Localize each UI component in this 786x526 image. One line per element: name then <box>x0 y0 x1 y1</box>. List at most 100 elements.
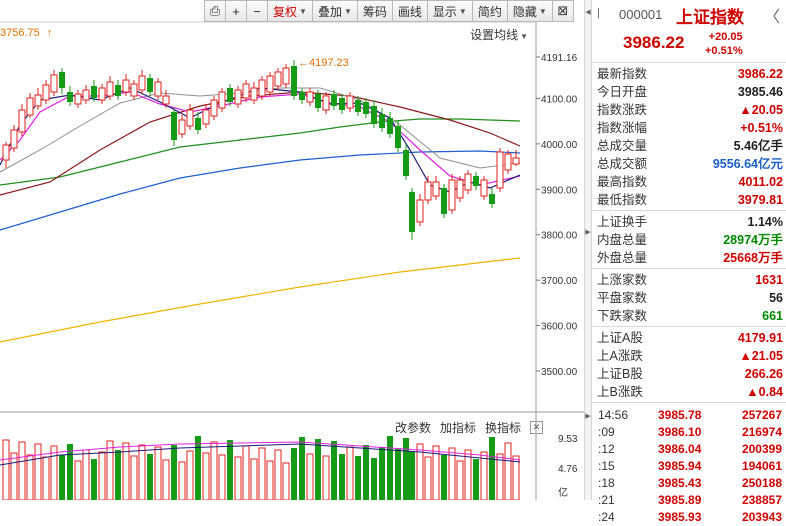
candle-body <box>379 114 385 128</box>
candle-body <box>315 94 321 108</box>
tick-time: :09 <box>598 425 615 439</box>
candle-body <box>274 71 282 87</box>
volume-bar <box>456 460 464 500</box>
candle-body <box>250 87 258 101</box>
quote-row: 总成交额 9556.64亿元 <box>592 155 786 173</box>
volume-bar <box>2 439 10 500</box>
quote-group-sub-index: 上证A股 4179.91 上A涨跌 ▲21.05 上证B股 266.26 上B涨跌 ▲0.84 <box>592 327 786 403</box>
volume-bar <box>395 449 401 500</box>
tick-row: :21 3985.89 238857 <box>592 492 786 509</box>
candle-body <box>122 79 130 93</box>
toolbar-button-6[interactable]: 画线 <box>391 0 428 22</box>
ma-settings-button[interactable]: 设置均线 ▼ <box>470 26 528 43</box>
toolbar-icon-1[interactable]: + <box>225 0 247 22</box>
candle-body <box>171 112 177 140</box>
candle-body <box>331 94 337 106</box>
quote-label: 上证B股 <box>597 367 643 381</box>
quote-panel: | 000001 上证指数 〈 3986.22 +20.05 +0.51% 最新… <box>592 0 786 524</box>
quote-row: 指数涨幅 +0.51% <box>592 119 786 137</box>
tick-price: 3985.78 <box>658 408 702 422</box>
toolbar-button-3[interactable]: 复权 ▼ <box>267 0 313 22</box>
y-tick-label: 3800.00 <box>541 231 578 242</box>
candle-body <box>464 173 472 191</box>
toolbar-icon-2[interactable]: − <box>246 0 268 22</box>
candle-body <box>50 74 58 93</box>
toolbar-label: 简约 <box>477 4 502 19</box>
candle-body <box>106 81 114 97</box>
candle-body <box>306 91 314 103</box>
volume-bar <box>98 451 106 500</box>
candle-body <box>432 181 440 197</box>
volume-bar <box>432 445 440 500</box>
volume-bar <box>464 449 472 500</box>
volume-bar <box>234 456 242 500</box>
toolbar-label: ⊠ <box>557 3 569 18</box>
quote-label: 今日开盘 <box>597 85 648 99</box>
toolbar-button-8[interactable]: 简约 <box>471 0 508 22</box>
volume-bar <box>258 447 266 500</box>
expand-arrow-icon[interactable]: ▶ <box>585 413 591 420</box>
volume-bar <box>130 455 138 500</box>
tick-price: 3986.04 <box>658 442 702 456</box>
quote-label: 上证换手 <box>597 215 648 229</box>
tick-vol: 194061 <box>741 459 782 473</box>
volume-bar <box>409 451 415 500</box>
volume-bar <box>416 443 424 500</box>
indicator-button-1[interactable]: 加指标 <box>440 421 477 435</box>
kline-chart-area[interactable]: 4191.16 4100.00 4000.00 3900.00 3800.00 3700.… <box>0 0 584 500</box>
volume-bar <box>106 440 114 500</box>
toolbar-button-9[interactable]: 隐藏 ▼ <box>506 0 553 22</box>
toolbar-icon-0[interactable]: ⎙ <box>204 0 226 22</box>
candle-body <box>154 81 162 97</box>
ma60-line <box>0 118 521 186</box>
volume-bar <box>154 446 162 500</box>
quote-label: 指数涨跌 <box>597 103 648 117</box>
change-value: +20.05 <box>708 31 743 43</box>
previous-icon[interactable]: | <box>597 7 600 19</box>
volume-bar <box>50 445 58 500</box>
next-icon[interactable]: 〈 <box>763 9 780 26</box>
tick-list[interactable]: 14:56 3985.78 257267:09 3986.10 216974:12 398… <box>592 403 786 526</box>
expand-arrow-icon[interactable]: ▶ <box>585 229 591 236</box>
candle-body <box>67 92 73 102</box>
quote-value: 266.26 <box>744 367 783 381</box>
quote-label: 外盘总量 <box>597 251 648 265</box>
y-tick-label: 4000.00 <box>541 140 578 151</box>
volume-bar <box>218 454 226 500</box>
tick-time: :24 <box>598 510 615 524</box>
candle-body <box>147 78 153 92</box>
indicator-button-2[interactable]: 换指标 <box>485 421 522 435</box>
volume-bar <box>322 455 330 500</box>
tick-row: :09 3986.10 216974 <box>592 424 786 441</box>
tick-time: :21 <box>598 493 615 507</box>
quote-label: 总成交额 <box>597 157 648 171</box>
toolbar-icon-10[interactable]: ⊠ <box>551 0 574 22</box>
quote-label: 最高指数 <box>597 175 648 189</box>
quote-label: 上B涨跌 <box>597 385 643 399</box>
quote-row: 上A涨跌 ▲21.05 <box>592 347 786 365</box>
quote-label: 最新指数 <box>597 67 648 81</box>
indicator-button-0[interactable]: 改参数 <box>395 421 432 435</box>
tick-price: 3985.43 <box>658 476 702 490</box>
quote-group-main: 最新指数 3986.22 今日开盘 3985.46 指数涨跌 ▲20.05 指数涨幅 +0.5… <box>592 63 786 211</box>
quote-label: 指数涨幅 <box>597 121 648 135</box>
candle-body <box>34 94 42 107</box>
candle-body <box>355 100 361 112</box>
collapse-arrow-icon[interactable]: ◀ <box>585 9 591 16</box>
volume-bar <box>306 453 314 500</box>
volume-bar <box>299 437 305 500</box>
toolbar-button-7[interactable]: 显示 ▼ <box>426 0 473 22</box>
candle-body <box>26 97 34 116</box>
tick-row: :12 3986.04 200399 <box>592 441 786 458</box>
close-icon[interactable]: ✕ <box>530 421 544 434</box>
candle-body <box>242 83 250 99</box>
panel-splitter[interactable]: ◀ ▶ ▶ <box>584 0 592 500</box>
toolbar-button-4[interactable]: 叠加 ▼ <box>311 0 358 22</box>
candle-body <box>91 86 97 98</box>
y-tick-label: 4191.16 <box>541 53 578 64</box>
toolbar-button-5[interactable]: 筹码 <box>356 0 393 22</box>
quote-value: 1.14% <box>747 215 783 229</box>
kline-chart[interactable]: 4191.16 4100.00 4000.00 3900.00 3800.00 3700.… <box>0 0 584 500</box>
quote-value: 28974万手 <box>723 233 783 247</box>
quote-label: 平盘家数 <box>597 291 648 305</box>
